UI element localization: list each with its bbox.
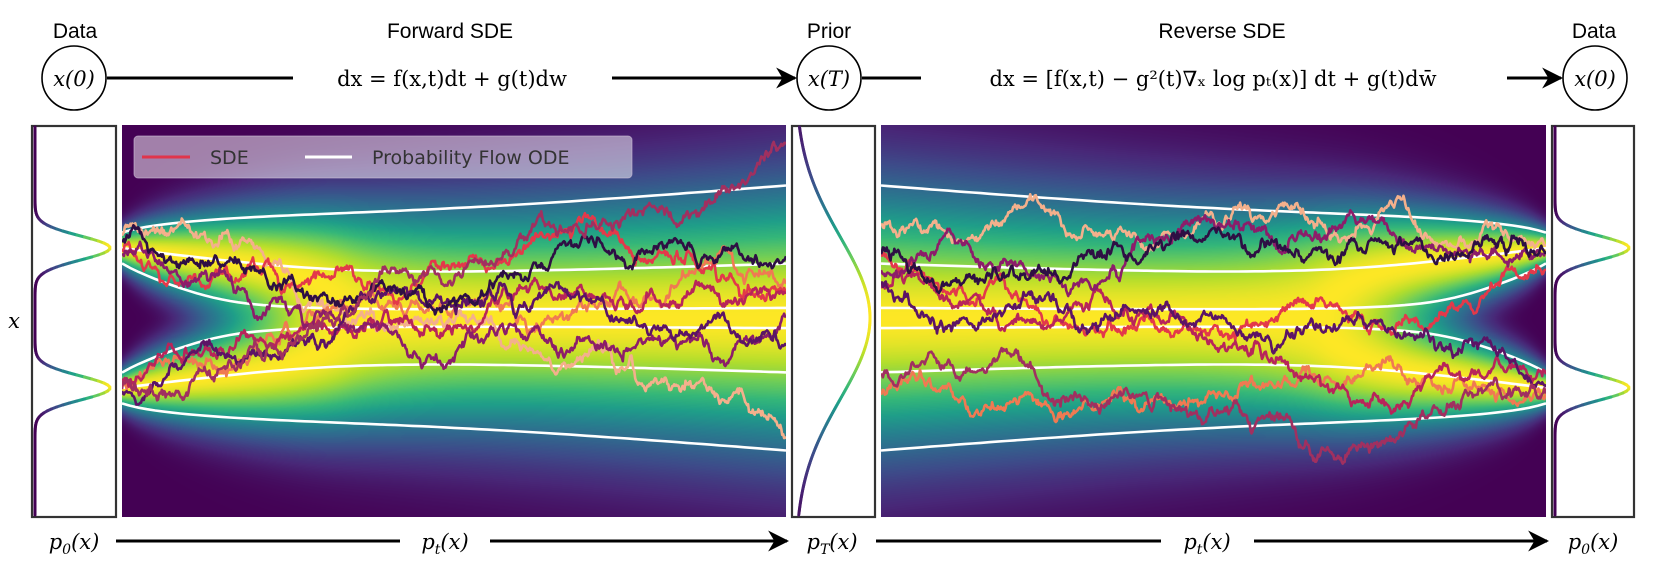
sde-trajectory bbox=[122, 140, 786, 402]
ode-line bbox=[881, 402, 1546, 452]
node-x0-right-label: x(0) bbox=[1574, 67, 1616, 91]
node-xT-label: x(T) bbox=[808, 67, 850, 91]
sde-trajectory bbox=[881, 250, 1546, 342]
data-density-curve-right bbox=[1553, 125, 1631, 517]
ode-line bbox=[881, 363, 1546, 390]
sde-trajectory bbox=[881, 209, 1546, 298]
bottom-label-pt-forward: pt(x) bbox=[421, 530, 468, 558]
sde-trajectory bbox=[122, 217, 786, 440]
prior-density-box bbox=[790, 124, 877, 519]
sde-trajectory bbox=[122, 276, 786, 388]
reverse-sde-trajectories bbox=[881, 193, 1546, 465]
ode-line bbox=[881, 184, 1546, 234]
prior-density-curve bbox=[797, 125, 872, 517]
legend-sde-label: SDE bbox=[210, 147, 249, 169]
ode-line bbox=[122, 184, 786, 234]
forward-sde-equation: dx = f(x,t)dt + g(t)dw bbox=[337, 67, 567, 91]
sde-trajectory bbox=[881, 226, 1546, 295]
sde-trajectory bbox=[881, 355, 1546, 424]
forward-sde-trajectories bbox=[122, 140, 786, 440]
legend-box bbox=[133, 135, 633, 179]
data-density-box-right bbox=[1550, 124, 1636, 519]
title-forward-sde: Forward SDE bbox=[387, 20, 513, 43]
title-data-left: Data bbox=[53, 20, 98, 43]
title-data-right: Data bbox=[1572, 20, 1617, 43]
y-axis-label: x bbox=[8, 309, 20, 333]
sde-trajectory bbox=[881, 346, 1546, 465]
ode-line bbox=[122, 402, 786, 452]
data-density-curve-left bbox=[33, 125, 112, 517]
bottom-label-p0-left: p0(x) bbox=[49, 530, 100, 558]
forward-ode-lines bbox=[122, 184, 786, 452]
title-reverse-sde: Reverse SDE bbox=[1158, 20, 1285, 43]
node-x0-left-label: x(0) bbox=[53, 67, 95, 91]
sde-trajectory bbox=[122, 280, 786, 406]
sde-trajectory bbox=[881, 269, 1546, 415]
reverse-sde-equation: dx = [f(x,t) − g²(t)∇ₓ log pₜ(x)] dt + g… bbox=[989, 67, 1436, 91]
sde-trajectory bbox=[122, 224, 786, 316]
bottom-label-pT: pT(x) bbox=[806, 530, 857, 558]
sde-trajectory bbox=[881, 280, 1546, 389]
bottom-label-p0-right: p0(x) bbox=[1568, 530, 1619, 558]
data-density-box-left bbox=[30, 124, 118, 519]
node-xT: x(T) bbox=[796, 45, 862, 111]
node-x0-right: x(0) bbox=[1562, 45, 1628, 111]
ode-line bbox=[122, 363, 786, 390]
legend: SDE Probability Flow ODE bbox=[133, 135, 633, 179]
bottom-label-pt-reverse: pt(x) bbox=[1183, 530, 1230, 558]
node-x0-left: x(0) bbox=[41, 45, 107, 111]
title-prior: Prior bbox=[807, 20, 851, 43]
legend-ode-label: Probability Flow ODE bbox=[372, 147, 569, 169]
